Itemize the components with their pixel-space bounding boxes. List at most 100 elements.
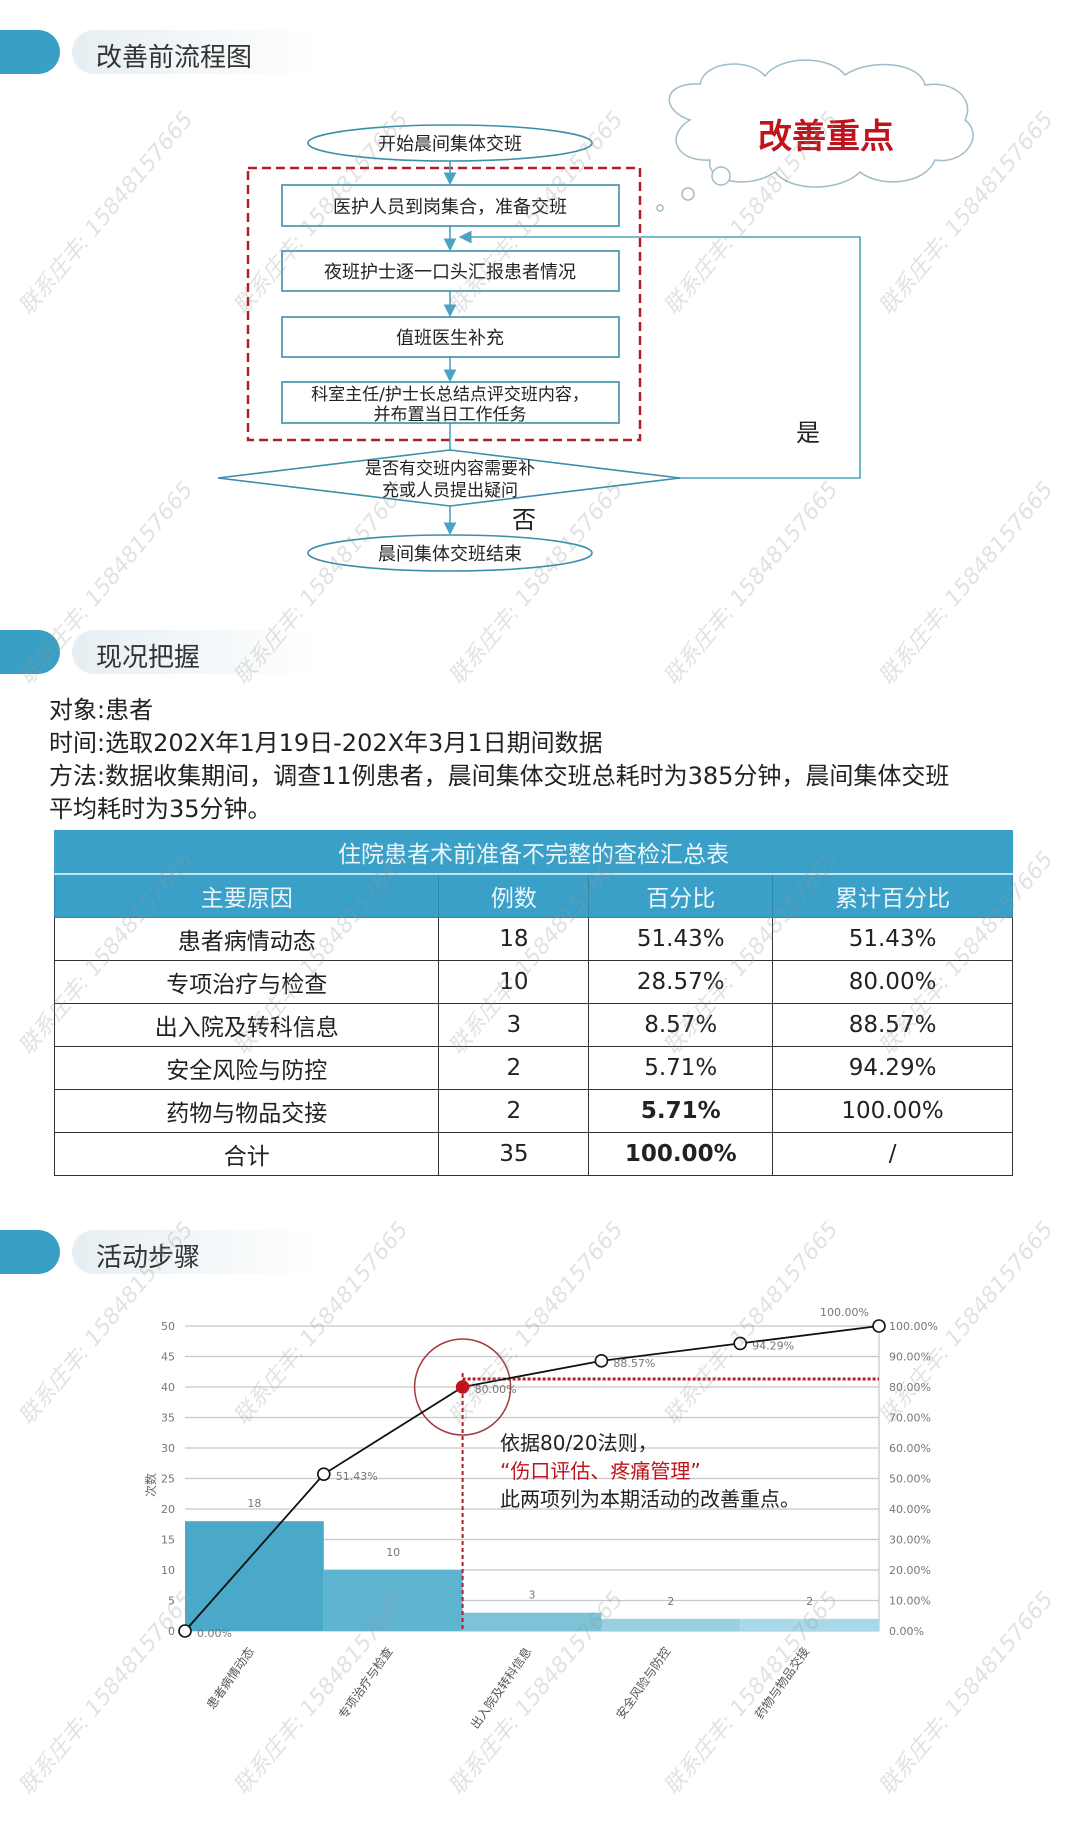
bar <box>185 1521 324 1631</box>
annotation-highlight: “伤口评估、疼痛管理” <box>500 1459 701 1483</box>
cumulative-point <box>178 1624 192 1638</box>
cell: 10 <box>438 960 590 1004</box>
y2-tick-label: 60.00% <box>889 1442 931 1455</box>
x-tick-label: 药物与物品交接 <box>752 1644 812 1721</box>
y-tick-label: 30 <box>161 1442 175 1455</box>
cell: 100.00% <box>588 1132 774 1176</box>
cell: 100.00% <box>772 1089 1013 1133</box>
table-row: 药物与物品交接 2 5.71% 100.00% <box>53 1089 1013 1133</box>
flow-step-3 <box>281 316 620 358</box>
cell: 药物与物品交接 <box>53 1089 440 1133</box>
cell: 35 <box>438 1132 590 1176</box>
section-title: 改善前流程图 <box>96 43 253 73</box>
bar-value-label: 10 <box>386 1546 400 1559</box>
cell: 患者病情动态 <box>53 917 440 961</box>
table-header-row: 主要原因 例数 百分比 累计百分比 <box>53 873 1013 918</box>
flow-end <box>307 534 593 572</box>
flow-yes-label: 是 <box>796 419 820 447</box>
y2-tick-label: 30.00% <box>889 1534 931 1547</box>
y-tick-label: 45 <box>161 1351 175 1364</box>
method-line-2: 平均耗时为35分钟。 <box>49 795 272 823</box>
bar-value-label: 2 <box>667 1595 674 1608</box>
cumulative-point <box>872 1319 886 1333</box>
cumulative-label: 88.57% <box>613 1357 655 1370</box>
cumulative-point <box>316 1467 331 1481</box>
cell: 51.43% <box>772 917 1013 961</box>
cell: 合计 <box>53 1132 440 1176</box>
y2-tick-label: 70.00% <box>889 1412 931 1425</box>
callout-text: 改善重点 <box>758 117 894 157</box>
bar-value-label: 2 <box>806 1595 813 1608</box>
y-axis-title: 次数 <box>143 1473 158 1497</box>
section-title: 活动步骤 <box>96 1243 201 1273</box>
subject-line: 对象:患者 <box>49 696 154 724</box>
summary-table: 住院患者术前准备不完整的查检汇总表 主要原因 例数 百分比 累计百分比 患者病情… <box>53 830 1013 1176</box>
cell: 80.00% <box>772 960 1013 1004</box>
flow-step-3-text: 值班医生补充 <box>396 328 504 349</box>
flow-end-text: 晨间集体交班结束 <box>378 544 522 565</box>
section-tab-marker <box>0 630 60 674</box>
annotation-suffix: 此两项列为本期活动的改善重点。 <box>500 1487 800 1511</box>
x-tick-label: 专项治疗与检查 <box>335 1644 395 1721</box>
improvement-focus-box <box>246 166 642 442</box>
y-tick-label: 35 <box>161 1412 175 1425</box>
flow-connectors <box>443 160 861 536</box>
x-tick-label: 患者病情动态 <box>203 1644 257 1712</box>
flow-step-4-text-2: 并布置当日工作任务 <box>374 405 527 425</box>
cumulative-point <box>455 1380 470 1394</box>
bar-value-label: 3 <box>529 1589 536 1602</box>
cell: 5.71% <box>588 1046 774 1090</box>
cell: 8.57% <box>588 1003 774 1047</box>
table-row: 专项治疗与检查 10 28.57% 80.00% <box>53 960 1013 1004</box>
cell: 2 <box>438 1089 590 1133</box>
cell: 2 <box>438 1046 590 1090</box>
callout-cloud <box>656 59 974 212</box>
section-tab-marker <box>0 1230 60 1274</box>
pareto-chart: 051015202530354045500.00%10.00%20.00%30.… <box>143 1306 938 1731</box>
cumulative-line <box>184 1325 880 1632</box>
flow-start <box>307 124 593 162</box>
flow-step-4 <box>281 381 620 424</box>
flow-step-1-text: 医护人员到岗集合，准备交班 <box>333 197 567 218</box>
cell: 专项治疗与检查 <box>53 960 440 1004</box>
y2-tick-label: 50.00% <box>889 1473 931 1486</box>
table-row: 患者病情动态 18 51.43% 51.43% <box>53 917 1013 961</box>
table-row: 出入院及转科信息 3 8.57% 88.57% <box>53 1003 1013 1047</box>
cell: 出入院及转科信息 <box>53 1003 440 1047</box>
flowchart: 改善重点 开始晨间集体交班 医护人员到岗集合，准备交班 夜班护士逐一口头汇报患者… <box>217 59 974 572</box>
cell: 28.57% <box>588 960 774 1004</box>
cumulative-label: 0.00% <box>197 1627 232 1640</box>
y-tick-label: 20 <box>161 1503 175 1516</box>
y-tick-label: 0 <box>168 1625 175 1638</box>
x-tick-label: 出入院及转科信息 <box>467 1644 534 1731</box>
section-pill <box>72 630 322 674</box>
flow-step-2 <box>281 250 620 292</box>
flow-start-text: 开始晨间集体交班 <box>378 134 522 155</box>
y2-tick-label: 40.00% <box>889 1503 931 1516</box>
cell: 安全风险与防控 <box>53 1046 440 1090</box>
flow-decision-text-2: 充或人员提出疑问 <box>382 481 518 501</box>
section-tab-marker <box>0 30 60 74</box>
table-total-row: 合计 35 100.00% / <box>53 1132 1013 1176</box>
y2-tick-label: 10.00% <box>889 1595 931 1608</box>
status-description: 对象:患者 时间:选取202X年1月19日-202X年3月1日期间数据 方法:数… <box>49 694 1069 826</box>
y2-tick-label: 20.00% <box>889 1564 931 1577</box>
flow-decision-text-1: 是否有交班内容需要补 <box>365 459 535 479</box>
cell: 94.29% <box>772 1046 1013 1090</box>
cumulative-point <box>594 1354 609 1368</box>
cell: 3 <box>438 1003 590 1047</box>
section-pill <box>72 30 322 74</box>
cell: / <box>772 1132 1013 1176</box>
table-caption: 住院患者术前准备不完整的查检汇总表 <box>54 830 1013 875</box>
y-tick-label: 10 <box>161 1564 175 1577</box>
flow-step-2-text: 夜班护士逐一口头汇报患者情况 <box>324 262 576 283</box>
time-line: 时间:选取202X年1月19日-202X年3月1日期间数据 <box>49 729 603 757</box>
annotation-prefix: 依据80/20法则， <box>500 1431 658 1455</box>
y-tick-label: 40 <box>161 1381 175 1394</box>
highlight-circle <box>413 1338 512 1436</box>
cumulative-label: 100.00% <box>820 1306 869 1319</box>
section-header-steps: 活动步骤 <box>0 1230 322 1276</box>
cell: 51.43% <box>588 917 774 961</box>
cell: 18 <box>438 917 590 961</box>
section-header-flowchart: 改善前流程图 <box>0 30 322 76</box>
